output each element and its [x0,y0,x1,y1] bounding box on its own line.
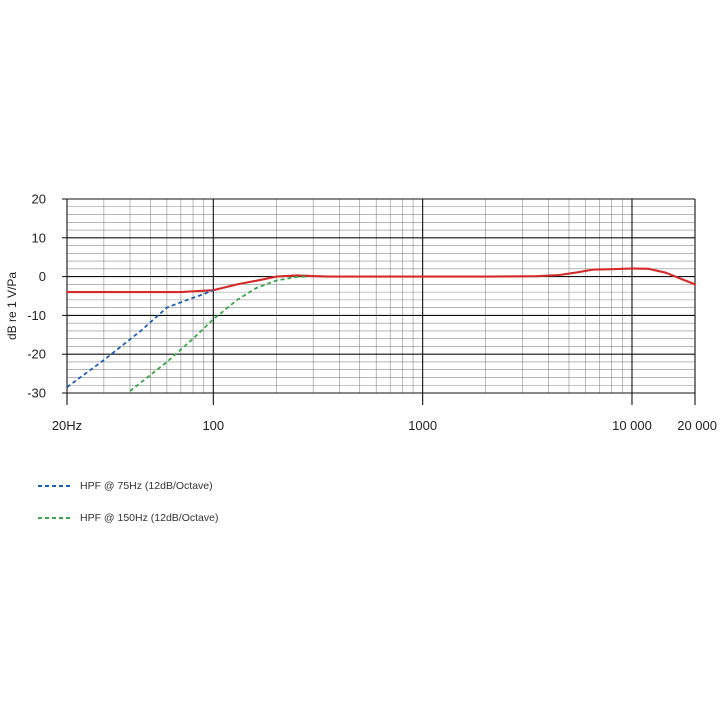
series-layer [65,267,697,392]
y-tick-label: 0 [39,269,46,284]
x-tick-label: 10 000 [612,418,652,433]
series-line-0 [65,267,697,294]
series-line-1 [66,289,214,388]
x-tick-label: 20 000 [677,418,717,433]
legend-swatch-hpf-75 [38,485,72,487]
legend-item-hpf-75: HPF @ 75Hz (12dB/Octave) [38,480,213,492]
x-tick-label: 20Hz [52,418,82,433]
y-tick-label: 20 [32,192,46,207]
y-tick-label: -20 [27,347,46,362]
x-tick-label: 100 [202,418,224,433]
y-tick-label: 10 [32,230,46,245]
legend-label-hpf-75: HPF @ 75Hz (12dB/Octave) [80,480,213,492]
y-tick-label: -30 [27,386,46,401]
legend-swatch-hpf-150 [38,517,72,519]
legend-item-hpf-150: HPF @ 150Hz (12dB/Octave) [38,512,218,524]
major-grid [66,198,696,394]
y-axis-label: dB re 1 V/Pa [5,272,19,340]
x-tick-label: 1000 [408,418,437,433]
series-line-2 [129,275,307,392]
minor-grid [67,199,695,393]
y-tick-label: -10 [27,308,46,323]
legend-label-hpf-150: HPF @ 150Hz (12dB/Octave) [80,512,219,524]
